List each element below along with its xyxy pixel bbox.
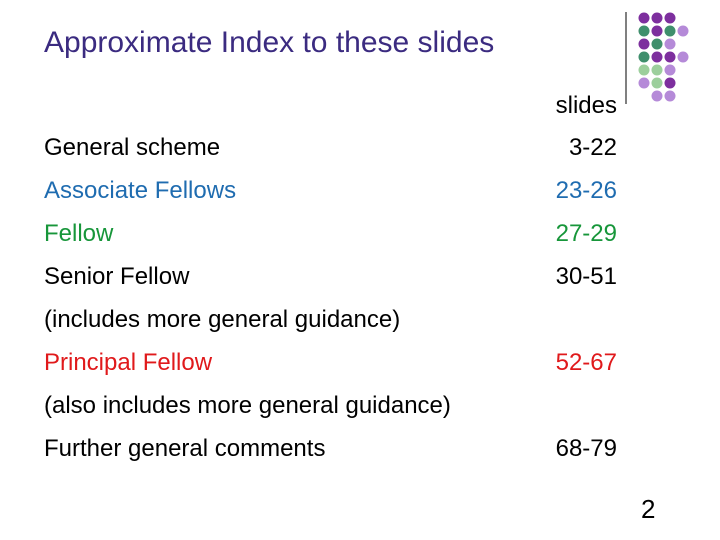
slide-range: 30-51 [555,263,617,290]
row-label: (includes more general guidance) [44,306,401,333]
page-number: 2 [641,494,656,524]
index-row: Associate Fellows 23-26 [44,173,617,209]
row-label: (also includes more general guidance) [44,392,451,419]
index-row: (includes more general guidance) [44,302,617,338]
row-label: General scheme [44,134,221,161]
column-header: slides [555,92,617,119]
decoration [625,12,689,104]
index-row: Senior Fellow 30-51 [44,259,617,295]
row-label: Fellow [44,220,114,247]
slide-range: 52-67 [555,349,617,376]
index-row: General scheme 3-22 [44,130,617,166]
slide-range: 3-22 [568,134,617,161]
row-label: Further general comments [44,435,326,462]
slide-range: 23-26 [555,177,617,204]
index-row: Fellow 27-29 [44,216,617,252]
row-label: Principal Fellow [44,349,213,376]
row-label: Associate Fellows [44,177,237,204]
dot-grid [638,12,689,102]
index-row: Principal Fellow 52-67 [44,345,617,381]
row-label: Senior Fellow [44,263,190,290]
title: Approximate Index to these slides [44,26,495,59]
slide-range: 27-29 [555,220,617,247]
index-row: (also includes more general guidance) [44,388,617,424]
index-row: Further general comments 68-79 [44,431,617,467]
slide-range: 68-79 [555,435,617,462]
